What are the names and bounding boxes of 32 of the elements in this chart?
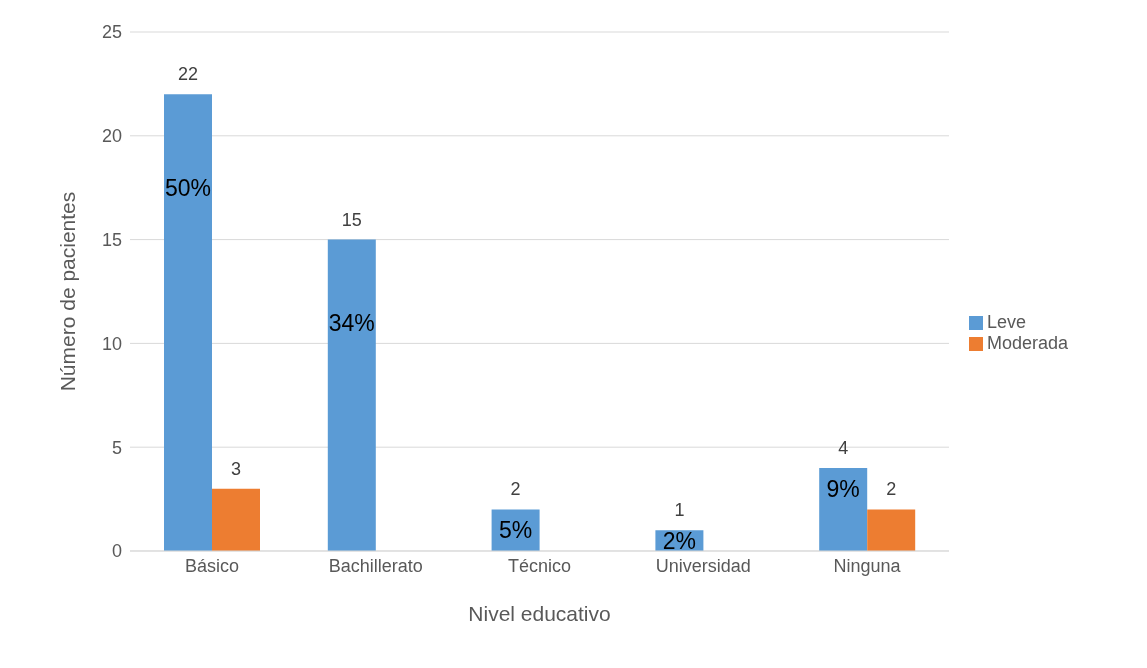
y-tick-label: 0 xyxy=(111,541,122,562)
annotation: 34% xyxy=(328,309,375,336)
x-tick-label: Bachillerato xyxy=(328,555,423,576)
bar xyxy=(212,488,260,551)
y-tick-label: 20 xyxy=(101,126,122,147)
y-tick-label: 15 xyxy=(101,229,122,250)
x-axis-title: Nivel educativo xyxy=(468,602,611,625)
y-tick-label: 25 xyxy=(101,22,122,43)
data-label: 2 xyxy=(886,479,897,500)
data-label: 2 xyxy=(510,479,521,500)
data-label: 1 xyxy=(674,500,685,521)
x-tick-label: Básico xyxy=(184,555,239,576)
x-tick-label: Universidad xyxy=(655,555,751,576)
annotation: 9% xyxy=(826,475,860,502)
bar xyxy=(867,509,916,551)
bar xyxy=(327,239,376,551)
annotation: 50% xyxy=(164,174,211,201)
x-tick-label: Técnico xyxy=(507,555,572,576)
data-label: 22 xyxy=(177,64,199,85)
bar xyxy=(819,467,868,551)
annotation: 5% xyxy=(498,517,533,544)
legend-label: Moderada xyxy=(987,333,1069,353)
y-tick-label: 5 xyxy=(111,437,122,458)
data-label: 15 xyxy=(341,209,362,230)
y-tick-label: 10 xyxy=(101,333,122,354)
data-label: 3 xyxy=(230,458,242,479)
annotation: 2% xyxy=(662,527,696,554)
legend-label: Leve xyxy=(987,312,1027,332)
x-tick-label: Ninguna xyxy=(833,555,902,576)
data-label: 4 xyxy=(838,437,849,458)
bar xyxy=(164,94,212,551)
y-axis-title: Número de pacientes xyxy=(56,191,80,392)
